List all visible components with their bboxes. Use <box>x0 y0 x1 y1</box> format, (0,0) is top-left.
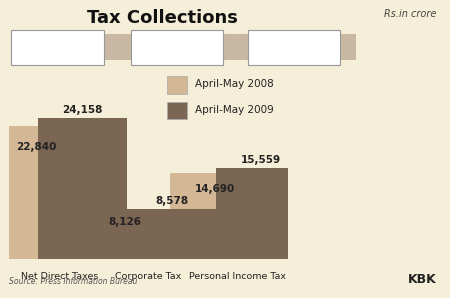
Text: 24,158: 24,158 <box>62 105 103 115</box>
Text: 22,840: 22,840 <box>16 142 56 152</box>
Bar <box>170 173 259 259</box>
Text: Growth: Growth <box>14 33 54 43</box>
Bar <box>127 209 216 259</box>
Text: 5.77%: 5.77% <box>36 41 79 54</box>
Text: Personal Income Tax: Personal Income Tax <box>189 272 286 281</box>
Bar <box>81 212 170 259</box>
Bar <box>216 168 306 259</box>
Text: 5.92%: 5.92% <box>272 41 315 54</box>
Bar <box>38 118 127 259</box>
Text: Tax Collections: Tax Collections <box>86 9 238 27</box>
Text: 8,126: 8,126 <box>109 218 142 227</box>
Text: Net Direct Taxes: Net Direct Taxes <box>21 272 98 281</box>
Text: 5.56%: 5.56% <box>155 41 198 54</box>
Text: April-May 2009: April-May 2009 <box>195 105 274 115</box>
Text: KBK: KBK <box>408 273 436 286</box>
Text: 8,578: 8,578 <box>155 196 188 206</box>
Text: Source: Press Information Bureau: Source: Press Information Bureau <box>9 277 137 286</box>
Text: Rs.in crore: Rs.in crore <box>384 9 436 19</box>
Text: April-May 2008: April-May 2008 <box>195 79 274 89</box>
Text: 14,690: 14,690 <box>194 184 235 194</box>
Text: 15,559: 15,559 <box>241 155 281 165</box>
Text: Corporate Tax: Corporate Tax <box>115 272 182 281</box>
Bar <box>0 125 81 259</box>
